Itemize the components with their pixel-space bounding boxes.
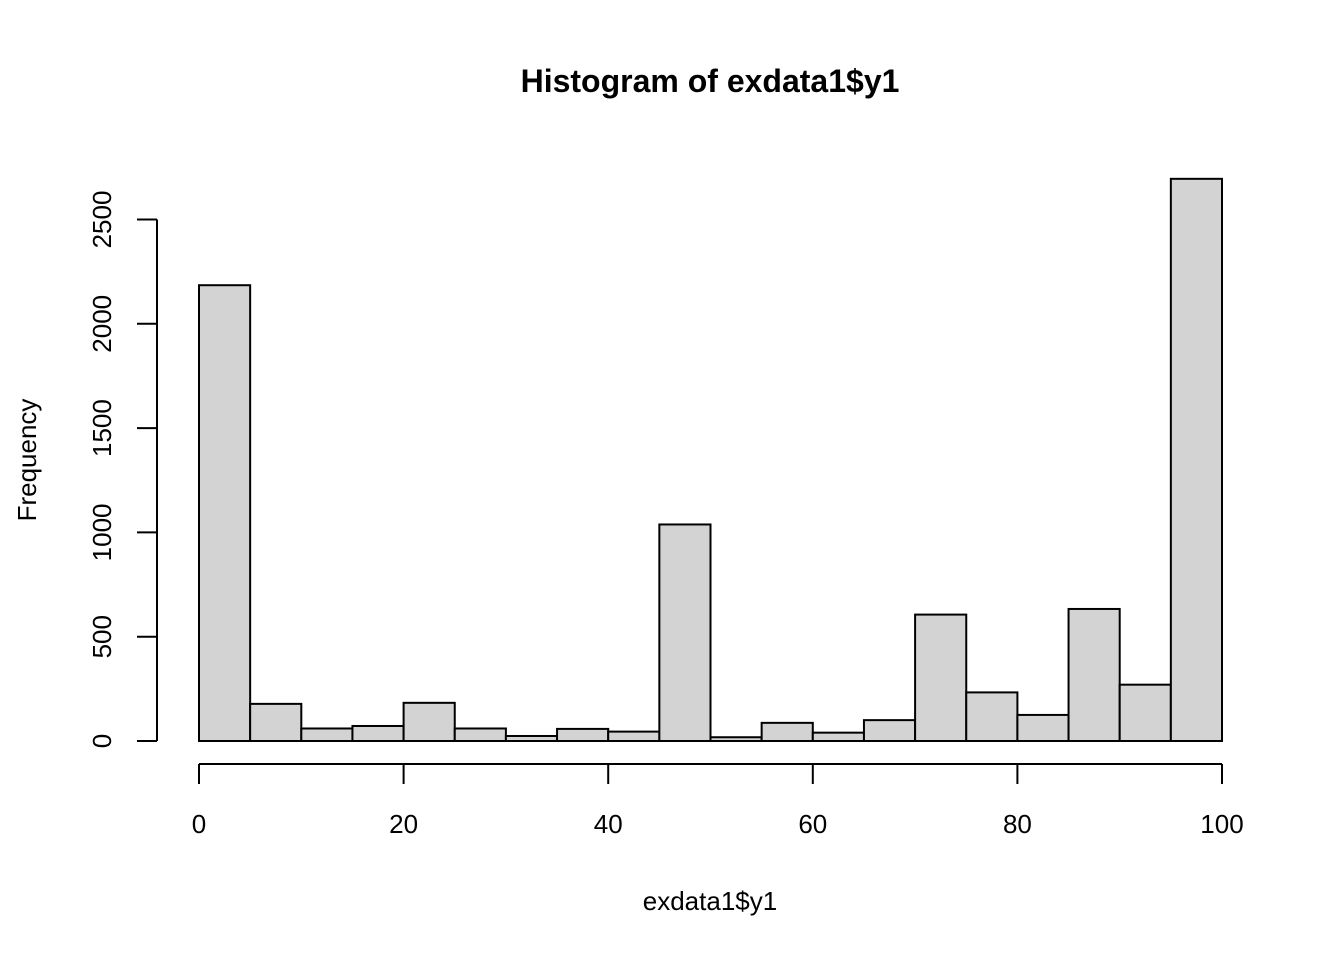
y-tick-label: 500: [87, 615, 117, 658]
histogram-bar: [249, 702, 303, 742]
y-tick-label: 1000: [87, 503, 117, 561]
histogram-bar: [811, 731, 865, 743]
x-tick-label: 60: [798, 809, 827, 839]
histogram-bar: [351, 724, 405, 742]
x-tick-label: 80: [1003, 809, 1032, 839]
y-tick-label: 0: [87, 734, 117, 748]
histogram-bar: [556, 727, 610, 742]
x-axis: 0 20 40 60 80 100: [192, 763, 1244, 839]
histogram-bar: [965, 691, 1019, 742]
x-tick-label: 0: [192, 809, 206, 839]
y-axis: 0 500 1000 1500 2000 2500: [87, 191, 158, 748]
y-tick-label: 2000: [87, 295, 117, 353]
y-axis-label: Frequency: [12, 399, 42, 522]
histogram-bar: [300, 727, 354, 743]
x-tick-label: 20: [389, 809, 418, 839]
x-tick-label: 40: [594, 809, 623, 839]
y-tick-label: 1500: [87, 399, 117, 457]
histogram-bar: [760, 721, 814, 743]
histogram-bar: [198, 284, 252, 742]
bars-group: [198, 177, 1223, 743]
x-tick-label: 100: [1200, 809, 1243, 839]
histogram-bar: [402, 701, 456, 742]
y-tick-label: 2500: [87, 191, 117, 249]
histogram-bar: [914, 613, 968, 742]
histogram-bar: [607, 730, 661, 742]
histogram-bar: [862, 719, 917, 743]
histogram-bar: [1016, 713, 1070, 742]
histogram-bar: [709, 736, 763, 742]
chart-title: Histogram of exdata1$y1: [521, 63, 900, 99]
histogram-bar: [453, 727, 507, 743]
histogram-bar: [1118, 683, 1172, 742]
histogram-bar: [658, 523, 712, 742]
histogram-bar: [1067, 607, 1121, 742]
x-axis-label: exdata1$y1: [643, 886, 777, 916]
histogram-bar: [1169, 177, 1223, 742]
histogram-bar: [504, 734, 559, 742]
